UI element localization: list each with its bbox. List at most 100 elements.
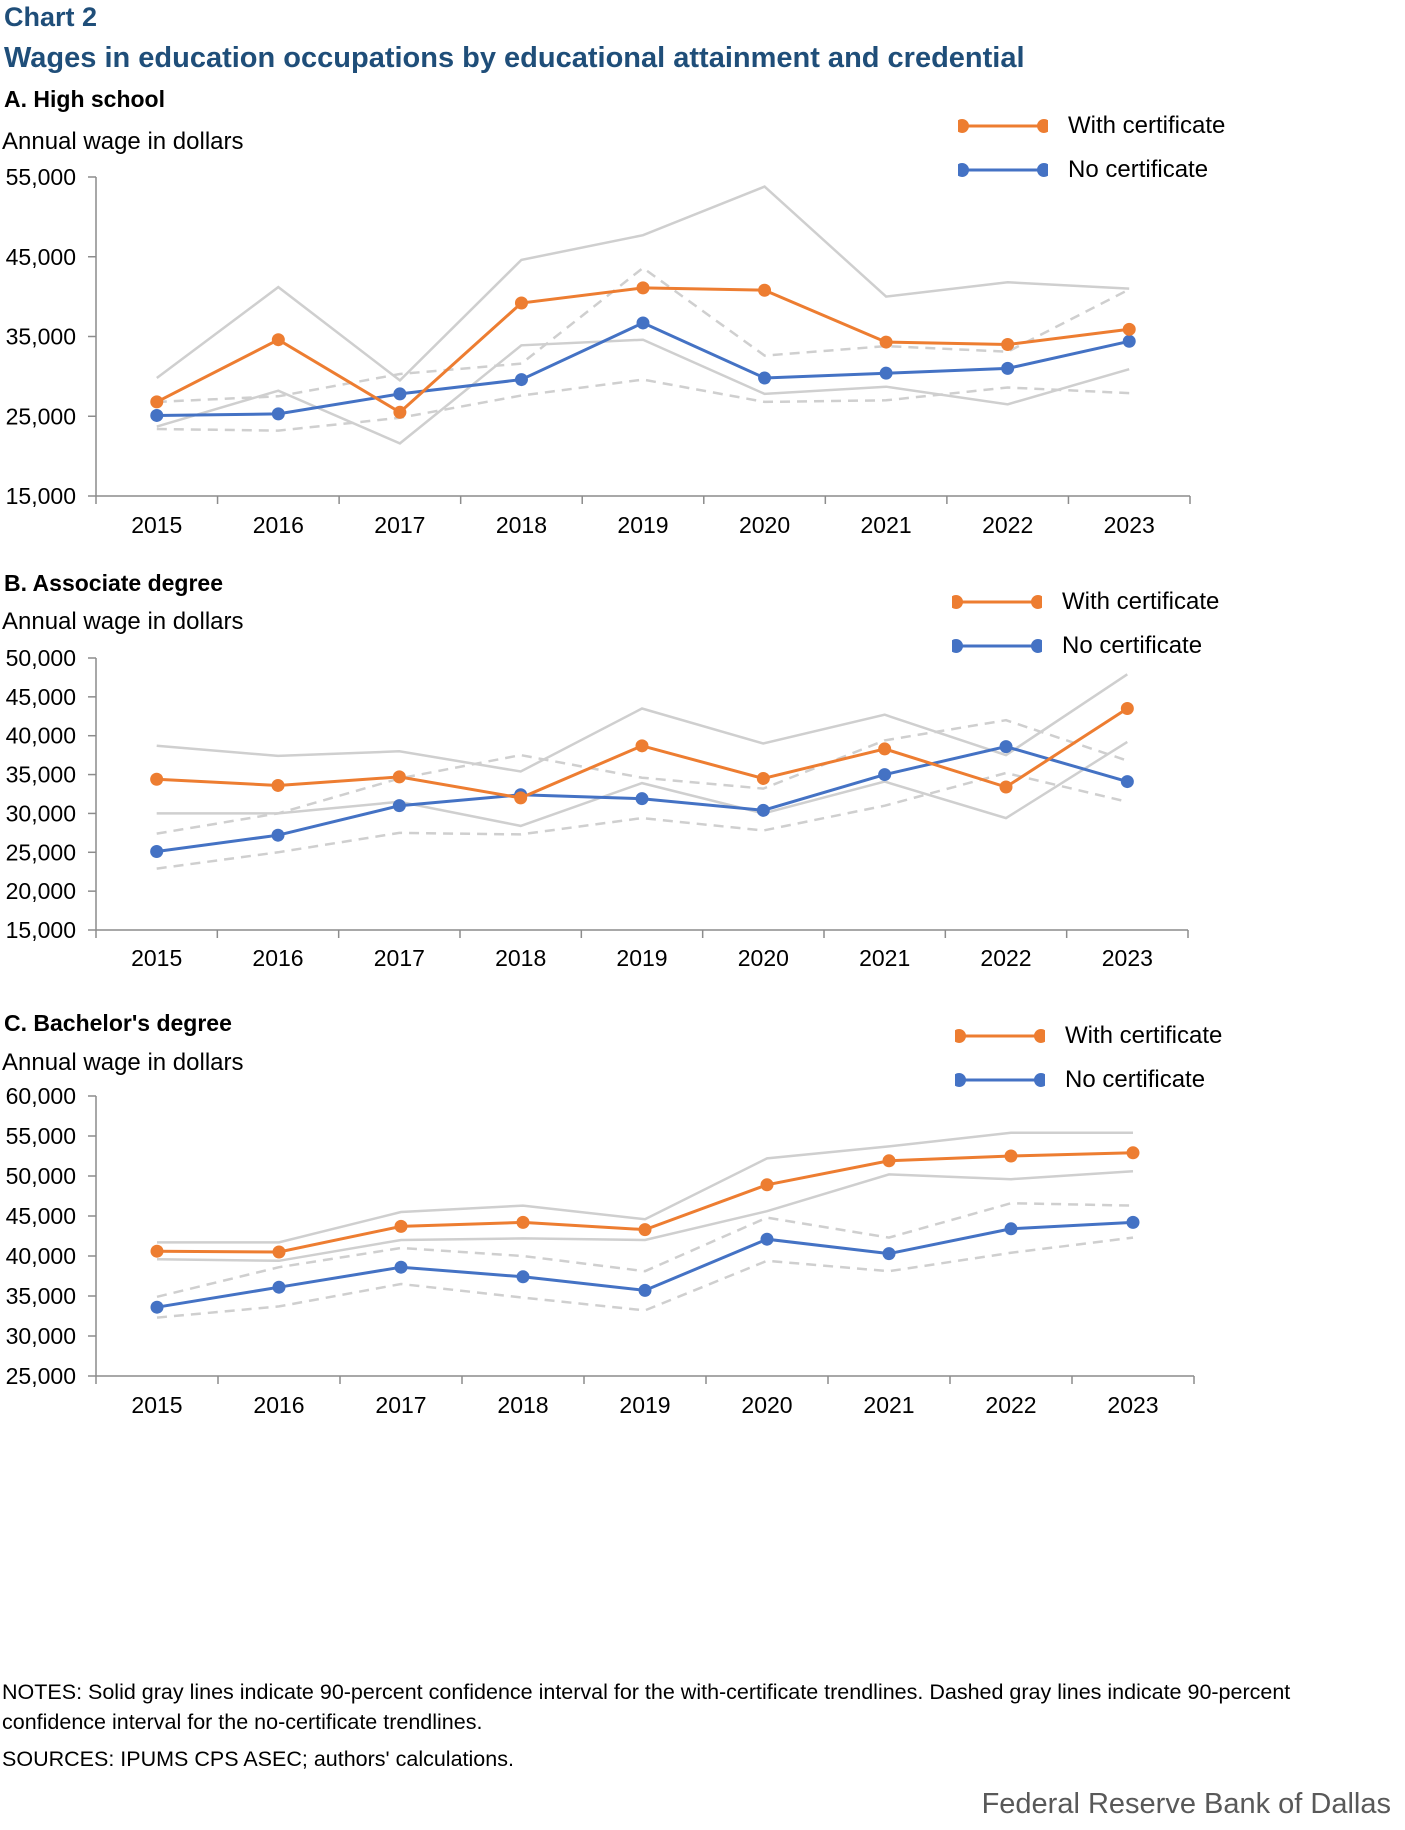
no-certificate-point <box>879 366 893 380</box>
no-certificate-point <box>514 373 528 387</box>
with-certificate-point <box>1126 1146 1140 1160</box>
y-tick-label: 15,000 <box>6 917 76 943</box>
y-tick-label: 25,000 <box>6 1363 76 1389</box>
ci-no-lower-line <box>156 1236 1134 1319</box>
with-certificate-point <box>1122 322 1136 336</box>
no-certificate-point <box>758 371 772 385</box>
credit: Federal Reserve Bank of Dallas <box>981 1788 1391 1820</box>
legend-label-with: With certificate <box>1068 112 1226 139</box>
no-certificate-point <box>516 1270 530 1284</box>
with-certificate-point <box>760 1178 774 1192</box>
ci-no-upper-line <box>156 266 1130 404</box>
x-tick-label: 2021 <box>863 1392 914 1418</box>
no-certificate-point <box>271 407 285 421</box>
x-tick-label: 2020 <box>738 945 789 971</box>
no-certificate-point <box>878 768 892 782</box>
x-tick-label: 2017 <box>375 1392 426 1418</box>
ci-with-upper-line <box>156 673 1128 773</box>
x-tick-label: 2018 <box>496 512 547 538</box>
y-tick-label: 40,000 <box>6 1243 76 1269</box>
x-tick-label: 2022 <box>980 945 1031 971</box>
ci-with-lower-line <box>156 1169 1134 1263</box>
line-chart-bachelors-degree: 25,000 30,000 35,000 40,000 45,000 50,000 55,0… <box>6 1083 1195 1418</box>
with-certificate-point <box>272 1245 286 1259</box>
y-axis-label: Annual wage in dollars <box>2 608 244 635</box>
y-tick-label: 45,000 <box>6 1203 76 1229</box>
with-certificate-point <box>1120 702 1134 716</box>
with-certificate-point <box>271 333 285 347</box>
with-certificate-point <box>1004 1149 1018 1163</box>
with-certificate-point <box>758 283 772 297</box>
legend: With certificate No certificate <box>955 1014 1222 1102</box>
with-certificate-point <box>392 770 406 784</box>
y-tick-label: 35,000 <box>6 324 76 350</box>
x-tick-label: 2022 <box>982 512 1033 538</box>
with-certificate-point <box>879 335 893 349</box>
y-axis-label: Annual wage in dollars <box>2 128 244 155</box>
legend-swatch-no <box>958 163 1048 177</box>
ci-with-upper-line <box>156 185 1130 383</box>
no-certificate-point <box>150 408 164 422</box>
with-certificate-point <box>756 771 770 785</box>
legend-swatch-no <box>952 639 1042 653</box>
with-certificate-point <box>150 395 164 409</box>
sources: SOURCES: IPUMS CPS ASEC; authors' calcul… <box>2 1747 514 1771</box>
legend-label-with: With certificate <box>1062 588 1220 615</box>
legend-swatch-no <box>955 1073 1045 1087</box>
legend-label-no: No certificate <box>1068 156 1209 183</box>
y-tick-label: 55,000 <box>6 1123 76 1149</box>
y-tick-label: 55,000 <box>6 164 76 190</box>
x-tick-label: 2023 <box>1102 945 1153 971</box>
x-tick-label: 2016 <box>252 945 303 971</box>
legend-item-with: With certificate <box>958 104 1225 148</box>
y-tick-label: 30,000 <box>6 800 76 826</box>
with-certificate-point <box>514 296 528 310</box>
with-certificate-point <box>271 778 285 792</box>
no-certificate-point <box>1001 361 1015 375</box>
no-certificate-point <box>1126 1215 1140 1229</box>
ci-no-upper-line <box>156 718 1128 835</box>
x-tick-label: 2023 <box>1107 1392 1158 1418</box>
x-tick-label: 2018 <box>495 945 546 971</box>
y-tick-label: 30,000 <box>6 1323 76 1349</box>
with-certificate-point <box>150 1244 164 1258</box>
no-certificate-point <box>635 792 649 806</box>
line-chart-associate-degree: 15,000 20,000 25,000 30,000 35,000 40,000 45,0… <box>6 645 1189 971</box>
with-certificate-point <box>882 1154 896 1168</box>
panel-title: C. Bachelor's degree <box>4 1010 232 1036</box>
y-tick-label: 45,000 <box>6 684 76 710</box>
y-axis-label: Annual wage in dollars <box>2 1049 244 1076</box>
with-certificate-point <box>999 780 1013 794</box>
legend-item-with: With certificate <box>955 1014 1222 1058</box>
line-chart-high-school: 15,000 25,000 35,000 45,000 55,000 2015 2016 20… <box>6 164 1191 538</box>
ci-with-lower-line <box>156 740 1128 828</box>
panel-title: B. Associate degree <box>4 570 224 596</box>
x-tick-label: 2015 <box>131 945 182 971</box>
with-certificate-point <box>635 739 649 753</box>
x-tick-label: 2017 <box>374 512 425 538</box>
x-tick-label: 2020 <box>739 512 790 538</box>
y-tick-label: 20,000 <box>6 878 76 904</box>
y-tick-label: 60,000 <box>6 1083 76 1109</box>
chart-title: Wages in education occupations by educat… <box>4 42 1025 74</box>
no-certificate-point <box>272 1280 286 1294</box>
with-certificate-point <box>516 1215 530 1229</box>
y-tick-label: 45,000 <box>6 244 76 270</box>
x-tick-label: 2020 <box>741 1392 792 1418</box>
x-tick-label: 2022 <box>985 1392 1036 1418</box>
legend: With certificate No certificate <box>952 580 1219 668</box>
legend: With certificate No certificate <box>958 104 1225 192</box>
legend-label-with: With certificate <box>1065 1022 1223 1049</box>
x-tick-label: 2016 <box>253 1392 304 1418</box>
with-certificate-point <box>393 405 407 419</box>
ci-no-upper-line <box>156 1201 1134 1299</box>
x-tick-label: 2019 <box>616 945 667 971</box>
panel-title: A. High school <box>4 86 165 112</box>
no-certificate-point <box>271 828 285 842</box>
no-certificate-point <box>393 387 407 401</box>
ci-with-upper-line <box>157 1131 1133 1244</box>
no-certificate-point <box>1120 775 1134 789</box>
no-certificate-point <box>1004 1222 1018 1236</box>
legend-swatch-with <box>958 119 1048 133</box>
with-certificate-point <box>150 772 164 786</box>
